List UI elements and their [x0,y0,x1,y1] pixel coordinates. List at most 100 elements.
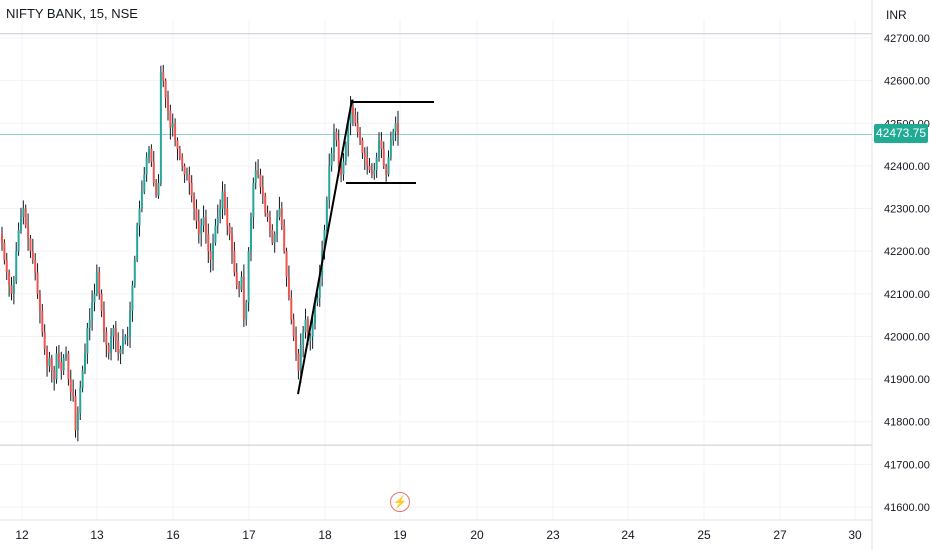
price-axis-label: 42400.00 [884,161,930,173]
candle-body [86,327,89,354]
candle-body [330,153,333,166]
candle-body [385,165,388,175]
candle-body [74,396,77,431]
candle-body [283,225,286,252]
candle-body [114,327,117,341]
candle-body [231,234,234,252]
candle-body [112,327,115,337]
candle-body [209,251,212,260]
candle-body [190,182,193,196]
time-axis-label: 25 [697,528,711,542]
candle-body [98,272,101,294]
candle-body [185,174,188,176]
candle-body [287,276,290,299]
chart-title: NIFTY BANK, 15, NSE [6,6,138,21]
candle-body [53,370,56,380]
lightning-icon[interactable]: ⚡ [390,492,410,512]
candle-body [356,123,359,132]
candle-body [370,170,373,175]
candle-body [43,332,46,350]
candle-body [91,302,94,320]
candle-body [302,332,305,345]
candle-body [69,379,72,392]
candle-body [95,272,98,294]
candle-body [309,336,312,341]
candle-body [389,140,392,158]
price-axis-label: 41600.00 [884,502,930,514]
candle-body [285,251,288,277]
time-axis-label: 12 [15,528,29,542]
candle-body [328,165,331,201]
time-axis-label: 20 [470,528,484,542]
candle-body [15,251,18,282]
candle-body [159,72,162,183]
candle-body [354,114,357,124]
price-axis-label: 41900.00 [884,374,930,386]
candle-body [306,319,309,341]
candle-body [254,170,257,183]
candle-body [261,187,264,196]
candle-body [102,310,105,333]
candle-body [351,106,354,115]
candle-body [380,140,383,149]
currency-label: INR [886,8,907,22]
candle-body [17,229,20,252]
candle-body [164,80,167,98]
candle-body [252,182,255,218]
time-axis-label: 17 [242,528,256,542]
price-axis-label: 42000.00 [884,331,930,343]
candle-body [280,208,283,226]
candle-body [242,276,245,320]
candle-body [8,272,11,286]
candle-body [278,208,281,218]
candle-body [347,123,350,145]
candle-body [188,174,191,183]
candle-body [292,319,295,337]
candle-body [157,182,160,196]
price-axis-label: 41800.00 [884,417,930,429]
candle-body [133,259,136,286]
candle-body [259,174,262,188]
time-axis-label: 19 [393,528,407,542]
candle-body [387,157,390,175]
candle-body [335,131,338,141]
candle-body [121,340,124,350]
candle-body [29,238,32,252]
candle-body [264,195,267,213]
candle-body [136,225,139,260]
candle-body [226,208,229,226]
candle-body [271,229,274,243]
candle-body [235,272,238,286]
candle-body [124,336,127,341]
candle-body [240,276,243,290]
candle-body [197,221,200,235]
time-axis-label: 24 [621,528,635,542]
candle-body [228,225,231,235]
candle-body [361,140,364,154]
price-axis-label: 42600.00 [884,76,930,88]
candle-body [266,212,269,218]
candle-body [1,234,3,243]
candle-body [60,362,63,371]
candle-body [36,272,39,294]
candle-body [247,251,250,303]
candle-body [363,153,366,158]
candle-body [107,344,110,354]
candle-body [382,148,385,166]
candle-body [394,123,397,132]
candle-body [378,140,381,158]
last-price-badge: 42473.75 [874,124,928,143]
candle-body [204,217,207,235]
candle-body [126,336,129,338]
candle-body [119,349,122,354]
price-axis-label: 42700.00 [884,33,930,45]
time-axis-label: 27 [773,528,787,542]
candle-body [38,293,41,311]
candle-body [31,251,34,260]
candle-body [375,157,378,171]
candle-body [314,302,317,324]
candle-body [3,242,6,260]
candle-body [148,148,151,158]
candle-body [76,413,79,431]
